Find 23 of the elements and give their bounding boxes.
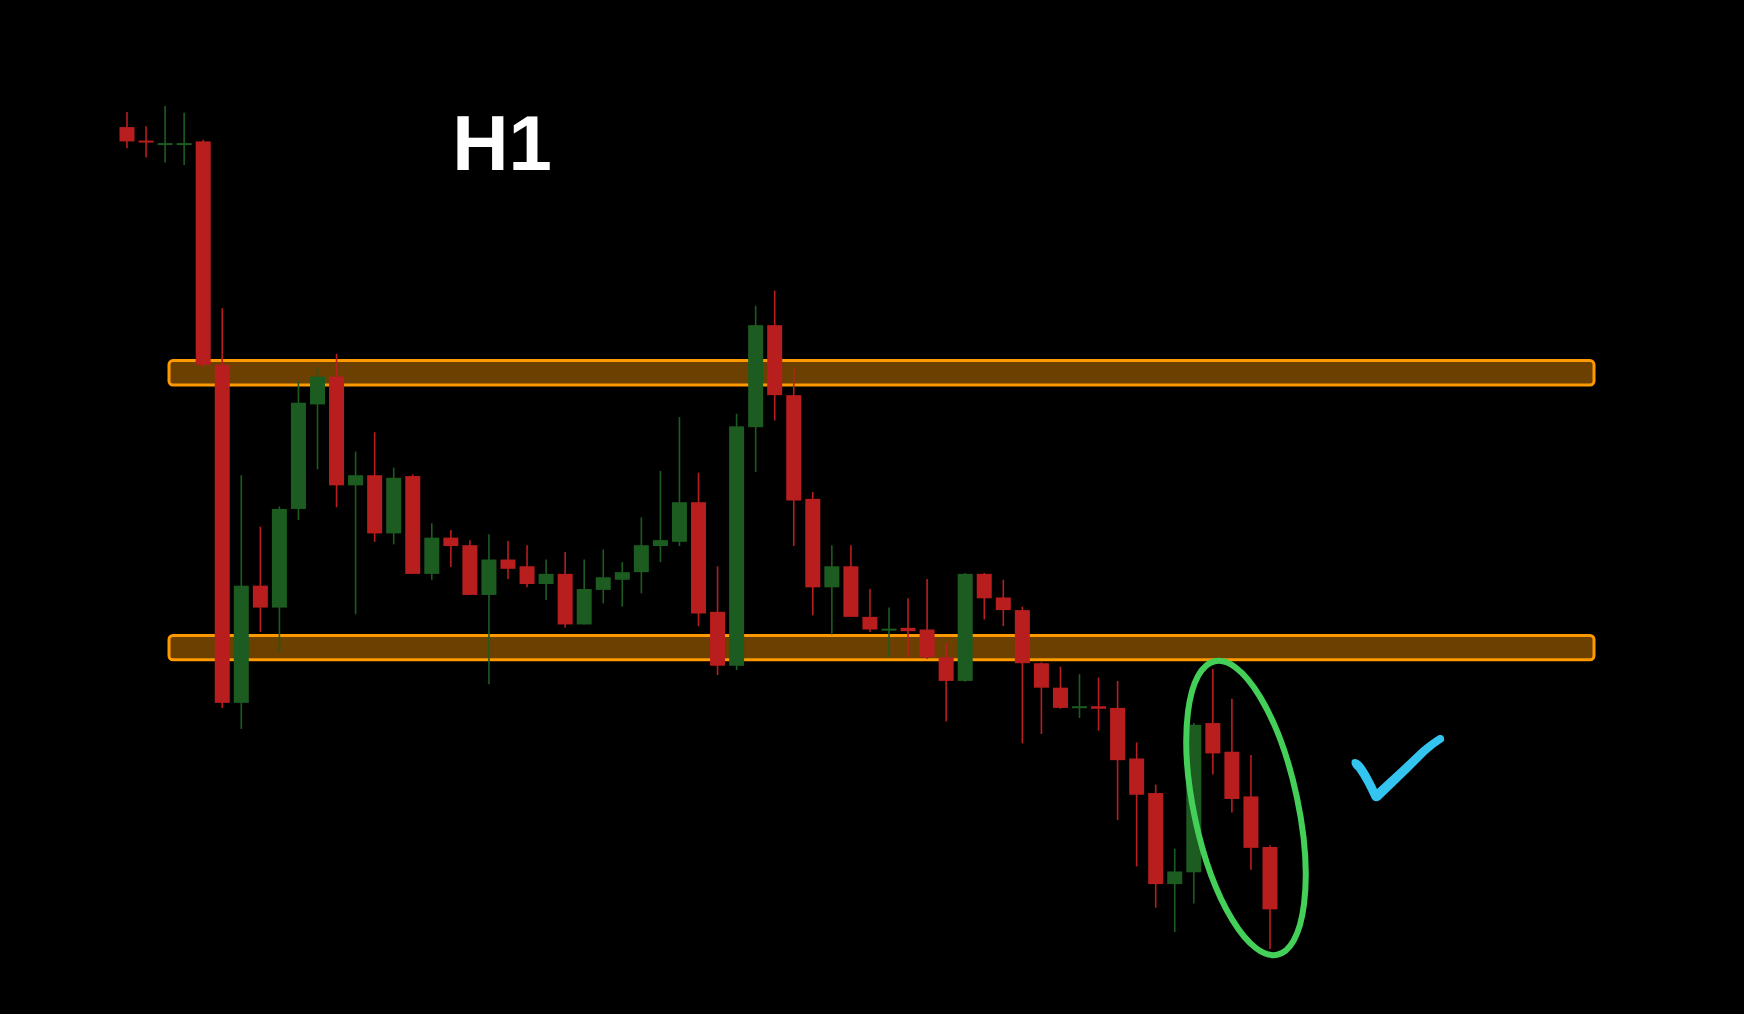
candlestick	[1091, 676, 1107, 732]
candlestick	[995, 578, 1011, 627]
candlestick	[138, 125, 154, 159]
candlestick	[824, 544, 840, 636]
candlestick	[652, 470, 668, 563]
candlestick	[938, 642, 954, 723]
candlestick	[1167, 847, 1183, 933]
candlestick	[595, 548, 611, 605]
candlestick	[519, 544, 535, 589]
chart-title: H1	[452, 99, 552, 187]
candlestick	[119, 111, 135, 149]
candlestick	[252, 525, 268, 633]
candlestick	[500, 540, 516, 580]
candlestick	[862, 588, 878, 633]
candlestick	[1052, 665, 1068, 710]
candlestick	[157, 105, 173, 164]
candlestick	[881, 606, 897, 659]
candlestick	[443, 529, 459, 568]
candlestick	[538, 558, 554, 601]
candlestick	[348, 450, 364, 616]
candlestick	[614, 561, 630, 608]
candlestick	[1072, 673, 1087, 719]
candlestick	[176, 111, 192, 166]
